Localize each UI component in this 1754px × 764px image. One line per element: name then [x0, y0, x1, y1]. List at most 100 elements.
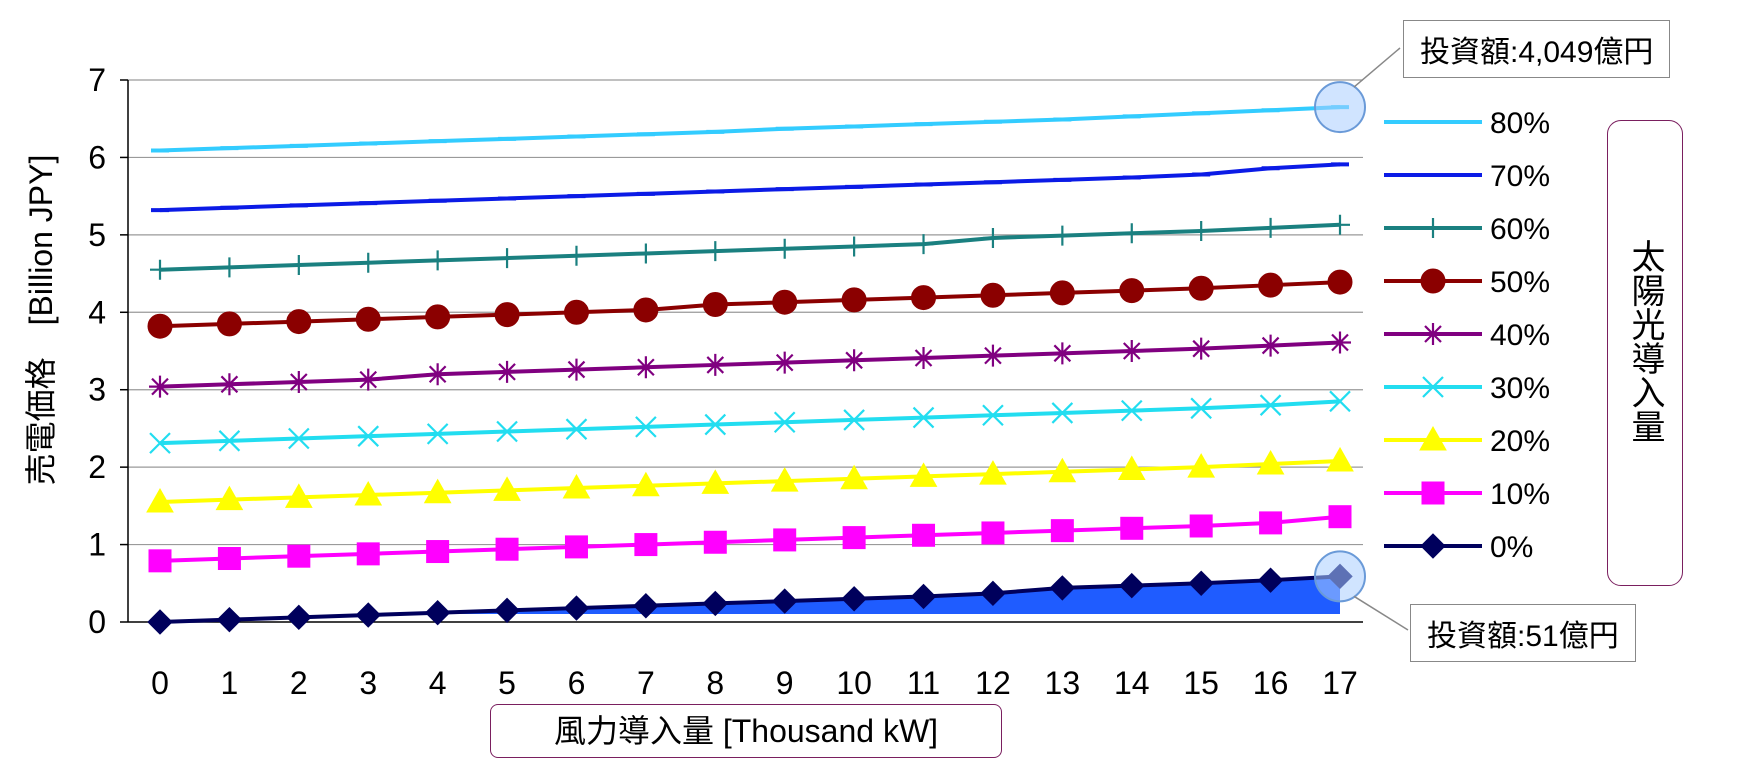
x-tick-label: 9	[776, 665, 794, 701]
data-point-marker	[633, 593, 659, 619]
data-point-marker	[1422, 323, 1444, 345]
data-point-marker	[426, 363, 449, 386]
data-point-marker	[148, 549, 172, 573]
data-point-marker	[358, 252, 379, 273]
data-point-marker	[562, 474, 591, 499]
data-point-marker	[1119, 278, 1145, 304]
y-tick-label: 4	[88, 294, 106, 330]
data-point-marker	[912, 523, 936, 547]
data-point-marker	[215, 485, 244, 511]
data-point-marker	[357, 425, 380, 447]
data-point-marker	[1188, 275, 1214, 301]
data-point-marker	[841, 586, 867, 612]
data-point-marker	[218, 430, 241, 452]
data-point-marker	[843, 349, 866, 372]
data-point-marker	[774, 238, 795, 259]
data-point-marker	[910, 583, 937, 610]
data-point-marker	[354, 481, 383, 506]
x-tick-label: 1	[221, 665, 239, 701]
data-point-marker	[564, 535, 588, 559]
data-point-marker	[770, 467, 799, 492]
x-tick-label: 11	[907, 665, 940, 701]
data-point-marker	[1189, 514, 1213, 538]
data-point-marker	[982, 404, 1004, 427]
data-point-marker	[632, 471, 660, 497]
legend-item: 40%	[1384, 319, 1550, 352]
data-point-marker	[704, 413, 727, 436]
callout-bottom: 投資額:51億円	[1410, 604, 1636, 662]
data-point-marker	[772, 289, 798, 315]
callout-top: 投資額:4,049億円	[1403, 20, 1671, 78]
data-point-marker	[286, 309, 312, 335]
x-tick-label: 13	[1045, 665, 1081, 701]
x-tick-label: 8	[706, 665, 724, 701]
data-point-marker	[425, 304, 451, 330]
legend-title: 太陽光導入量	[1626, 239, 1664, 443]
data-point-marker	[1188, 570, 1214, 596]
data-point-marker	[1328, 505, 1352, 529]
x-tick-label: 6	[568, 665, 586, 701]
data-point-marker	[147, 313, 173, 339]
callout-leader-line	[1353, 47, 1401, 88]
data-point-marker	[1419, 425, 1447, 451]
legend-label: 30%	[1490, 372, 1550, 405]
data-point-marker	[565, 418, 588, 440]
data-point-marker	[216, 311, 242, 337]
data-point-marker	[979, 460, 1007, 485]
data-point-marker	[1329, 331, 1351, 354]
data-point-marker	[288, 427, 310, 450]
data-point-marker	[635, 416, 657, 438]
data-point-marker	[219, 257, 240, 278]
data-point-marker	[633, 297, 659, 323]
data-point-marker	[493, 476, 521, 501]
data-point-marker	[496, 420, 518, 443]
data-point-marker	[1120, 340, 1143, 362]
legend-label: 70%	[1490, 160, 1550, 193]
data-point-marker	[702, 590, 729, 617]
y-tick-label: 3	[88, 372, 106, 408]
data-point-marker	[1259, 511, 1283, 535]
data-point-marker	[1051, 402, 1074, 424]
legend: 80% 70% 60% 50% 40% 30% 20% 10% 0%	[1384, 107, 1550, 564]
data-point-marker	[1191, 220, 1212, 241]
series-40pct	[149, 331, 1351, 398]
highlight-circle	[1314, 81, 1366, 134]
data-point-marker	[1190, 397, 1212, 420]
highlight-circles	[1314, 47, 1409, 631]
data-point-marker	[844, 236, 865, 257]
legend-item: 70%	[1384, 160, 1550, 193]
series-line	[159, 280, 1341, 329]
data-point-marker	[771, 588, 798, 614]
data-point-marker	[981, 521, 1005, 545]
data-point-marker	[980, 580, 1006, 607]
data-point-marker	[703, 530, 727, 554]
data-point-marker	[563, 595, 590, 621]
data-point-marker	[980, 282, 1006, 308]
data-point-marker	[217, 547, 241, 571]
x-tick-label: 10	[836, 665, 872, 701]
data-point-marker	[1052, 225, 1073, 246]
x-axis-label-box: 風力導入量 [Thousand kW]	[490, 704, 1002, 758]
data-point-marker	[1326, 446, 1354, 472]
data-point-marker	[909, 462, 938, 487]
data-point-marker	[773, 528, 797, 552]
data-point-marker	[1257, 567, 1284, 593]
data-point-marker	[1260, 217, 1281, 238]
data-point-marker	[1329, 390, 1351, 413]
data-point-marker	[1050, 519, 1074, 543]
data-point-marker	[566, 245, 587, 266]
x-tick-label: 16	[1253, 665, 1289, 701]
gridlines	[128, 79, 1363, 546]
data-point-marker	[218, 373, 241, 396]
legend-label: 60%	[1490, 213, 1550, 246]
data-point-marker	[355, 306, 381, 332]
x-tick-label: 0	[151, 665, 169, 701]
data-point-marker	[146, 487, 174, 513]
data-point-marker	[356, 542, 380, 566]
data-point-marker	[147, 609, 173, 635]
x-tick-label: 17	[1322, 665, 1358, 701]
series-line	[159, 105, 1341, 153]
data-point-marker	[287, 544, 311, 568]
data-point-marker	[1049, 280, 1075, 306]
